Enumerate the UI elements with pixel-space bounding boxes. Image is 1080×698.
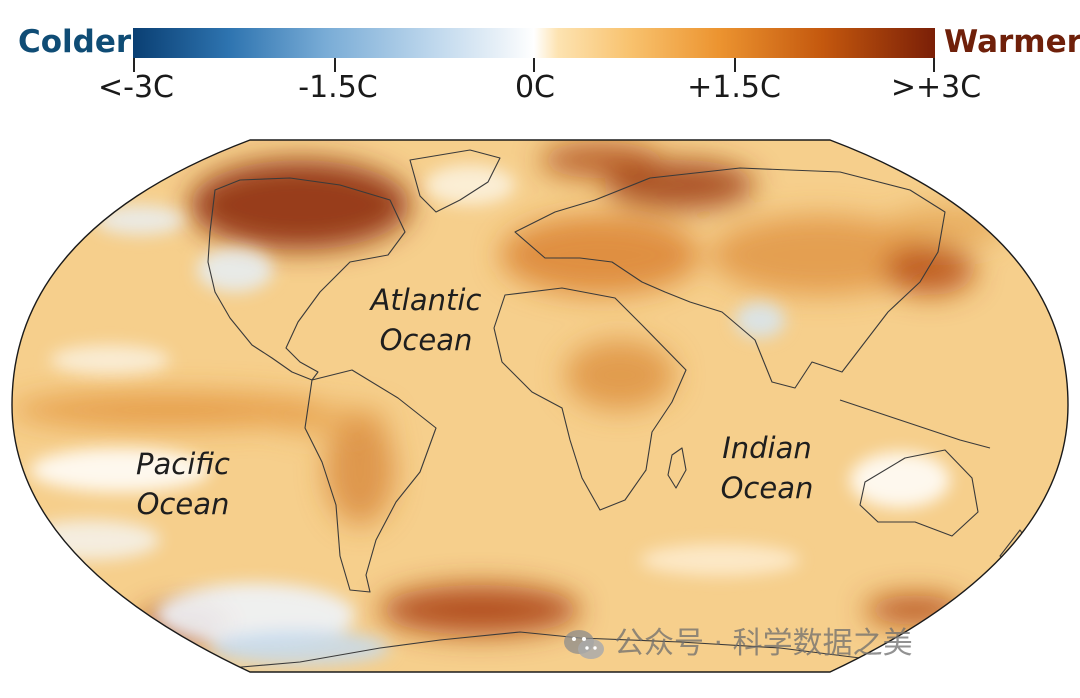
indonesia-outline bbox=[839, 399, 991, 449]
tick-label: +1.5C bbox=[687, 70, 781, 105]
wechat-icon bbox=[564, 629, 604, 659]
south-america-outline bbox=[304, 369, 437, 593]
ocean-label-line: Ocean bbox=[379, 323, 473, 357]
watermark-text: 公众号 · 科学数据之美 bbox=[614, 626, 913, 661]
tick-mark bbox=[933, 58, 935, 72]
tick-label: <-3C bbox=[98, 70, 174, 105]
ocean-label-line: Ocean bbox=[720, 471, 814, 505]
tick-mark bbox=[334, 58, 336, 72]
madagascar-outline bbox=[667, 447, 687, 489]
ocean-label-line: Ocean bbox=[136, 487, 230, 521]
watermark: 公众号 · 科学数据之美 bbox=[562, 618, 913, 663]
tick-label: >+3C bbox=[890, 70, 982, 105]
tick-mark bbox=[533, 58, 535, 72]
cold-patches bbox=[20, 165, 950, 666]
eurasia-outline bbox=[514, 167, 946, 389]
indian-ocean-label: Indian Ocean bbox=[702, 428, 832, 508]
ocean-label-line: Atlantic bbox=[370, 283, 482, 317]
tick-mark bbox=[734, 58, 736, 72]
color-scale-bar bbox=[133, 28, 935, 58]
pacific-ocean-label: Pacific Ocean bbox=[118, 444, 248, 524]
australia-outline bbox=[859, 449, 979, 537]
anomaly-patches bbox=[12, 142, 1010, 643]
greenland-outline bbox=[409, 149, 501, 213]
land-outlines bbox=[207, 149, 1031, 669]
atlantic-ocean-label: Atlantic Ocean bbox=[356, 280, 496, 360]
tick-label: 0C bbox=[514, 70, 556, 105]
colder-label: Colder bbox=[18, 24, 132, 60]
north-america-outline bbox=[207, 177, 406, 381]
africa-outline bbox=[493, 287, 687, 511]
tick-label: -1.5C bbox=[298, 70, 378, 105]
tick-mark bbox=[133, 58, 135, 72]
ocean-label-line: Pacific bbox=[136, 447, 230, 481]
antarctica-outline bbox=[229, 631, 901, 669]
globe-border bbox=[11, 139, 1069, 673]
ocean-label-line: Indian bbox=[722, 431, 812, 465]
map-surface bbox=[12, 140, 1068, 672]
warmer-label: Warmer bbox=[944, 24, 1080, 60]
